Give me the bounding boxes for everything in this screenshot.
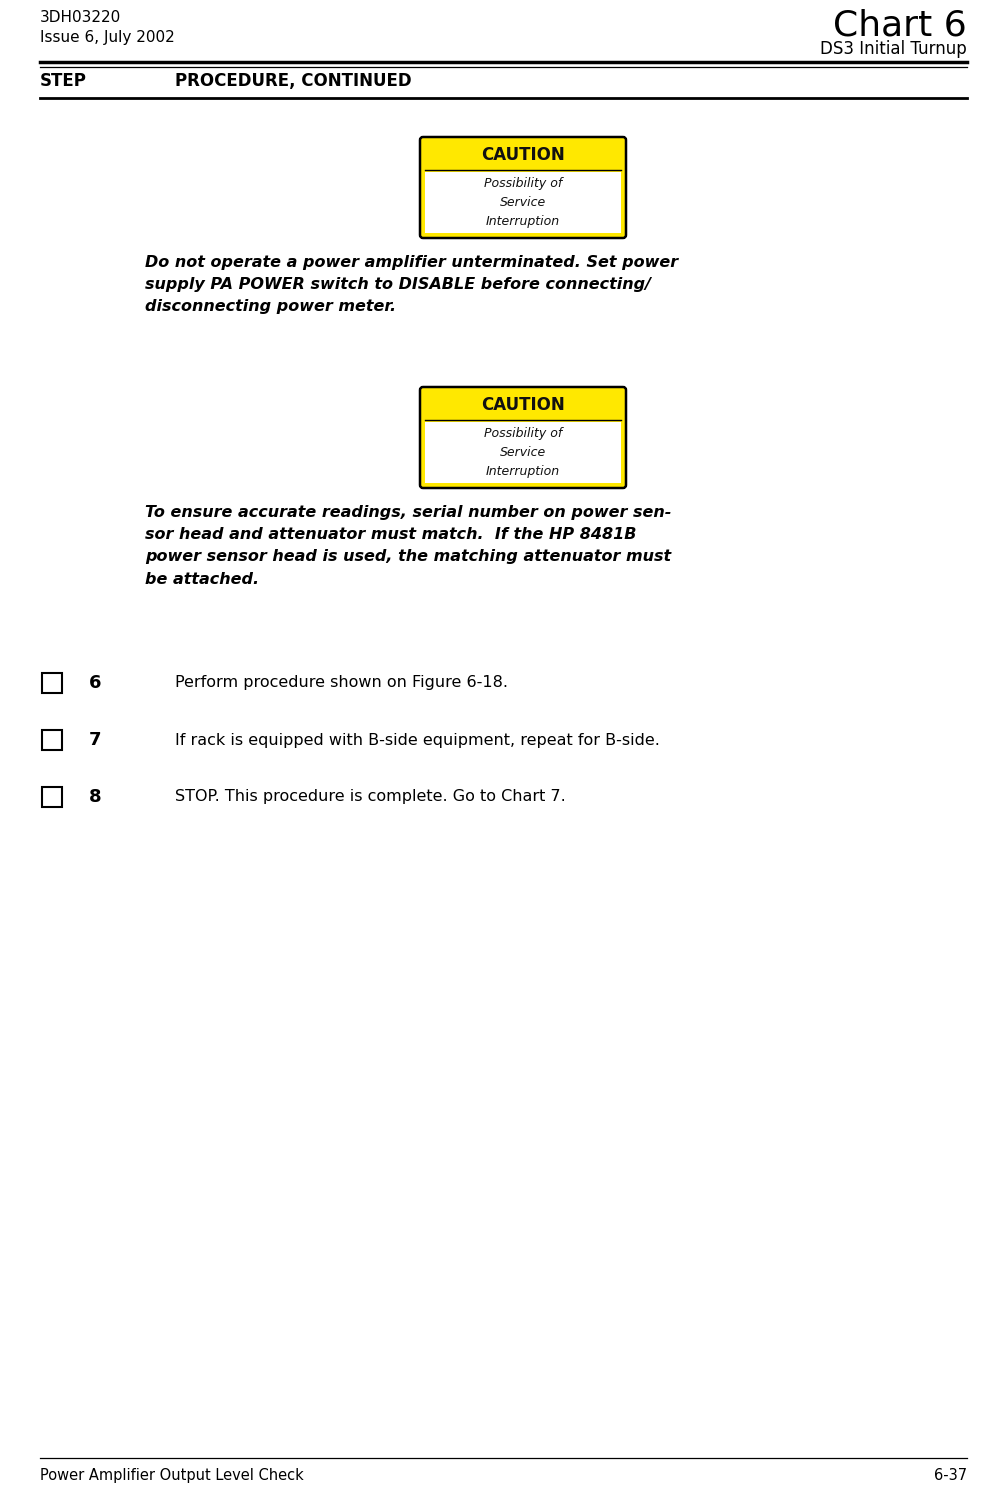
Bar xyxy=(425,423,621,484)
Text: Issue 6, July 2002: Issue 6, July 2002 xyxy=(40,30,175,45)
Bar xyxy=(42,730,62,749)
Text: If rack is equipped with B-side equipment, repeat for B-side.: If rack is equipped with B-side equipmen… xyxy=(175,733,660,748)
Text: STOP. This procedure is complete. Go to Chart 7.: STOP. This procedure is complete. Go to … xyxy=(175,790,566,805)
Text: Chart 6: Chart 6 xyxy=(833,7,967,42)
Text: 3DH03220: 3DH03220 xyxy=(40,10,121,25)
Text: Do not operate a power amplifier unterminated. Set power
supply PA POWER switch : Do not operate a power amplifier untermi… xyxy=(145,255,678,315)
Text: CAUTION: CAUTION xyxy=(481,396,565,414)
Text: Possibility of
Service
Interruption: Possibility of Service Interruption xyxy=(484,178,562,228)
FancyBboxPatch shape xyxy=(420,387,626,488)
Text: Power Amplifier Output Level Check: Power Amplifier Output Level Check xyxy=(40,1468,304,1483)
Text: Perform procedure shown on Figure 6‑18.: Perform procedure shown on Figure 6‑18. xyxy=(175,675,508,690)
Text: PROCEDURE, CONTINUED: PROCEDURE, CONTINUED xyxy=(175,72,412,90)
Text: CAUTION: CAUTION xyxy=(481,146,565,164)
Text: Possibility of
Service
Interruption: Possibility of Service Interruption xyxy=(484,427,562,478)
Bar xyxy=(425,172,621,233)
Text: 7: 7 xyxy=(89,732,102,749)
Bar xyxy=(42,787,62,808)
Text: STEP: STEP xyxy=(40,72,87,90)
Bar xyxy=(42,673,62,693)
Text: DS3 Initial Turnup: DS3 Initial Turnup xyxy=(821,40,967,58)
FancyBboxPatch shape xyxy=(420,137,626,237)
Text: To ensure accurate readings, serial number on power sen-
sor head and attenuator: To ensure accurate readings, serial numb… xyxy=(145,505,672,587)
Text: 6-37: 6-37 xyxy=(933,1468,967,1483)
Text: 6: 6 xyxy=(89,673,102,691)
Text: 8: 8 xyxy=(89,788,102,806)
